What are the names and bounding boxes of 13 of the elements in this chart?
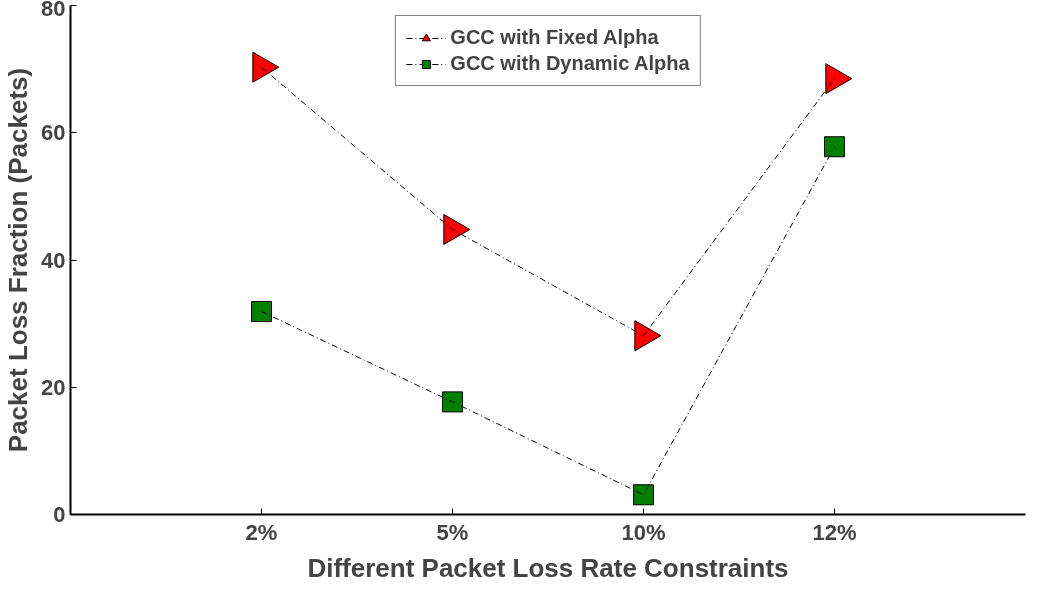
x-tick-label: 5% [436, 519, 469, 545]
y-tick-label: 0 [53, 502, 66, 527]
x-tick-label: 2% [245, 519, 278, 545]
legend-label: GCC with Fixed Alpha [450, 26, 659, 49]
y-tick-label: 80 [41, 0, 66, 21]
x-tick-label: 10% [621, 519, 666, 545]
y-tick-label: 20 [41, 374, 66, 400]
x-tick-label: 12% [812, 519, 857, 545]
x-axis-title: Different Packet Loss Rate Constraints [307, 552, 789, 583]
legend-label: GCC with Dynamic Alpha [450, 52, 690, 75]
y-tick-label: 60 [41, 120, 66, 146]
y-tick-label: 40 [41, 247, 66, 273]
y-axis-title: Packet Loss Fraction (Packets) [3, 67, 34, 453]
